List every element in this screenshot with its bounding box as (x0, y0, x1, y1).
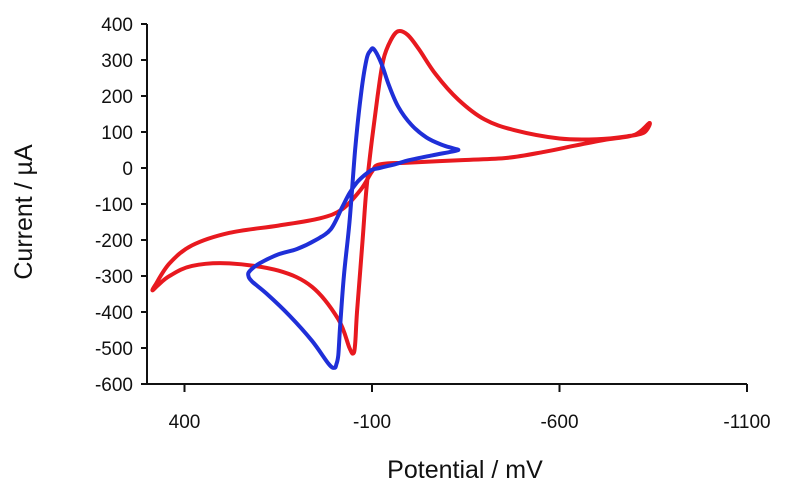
y-axis-title: Current / µA (10, 144, 38, 280)
y-tick-label: -300 (95, 267, 133, 288)
y-tick-label: -600 (95, 375, 133, 396)
y-tick-label: 300 (101, 51, 133, 72)
y-tick-label: -500 (95, 339, 133, 360)
y-tick-label: -200 (95, 231, 133, 252)
series-line-2 (246, 46, 461, 370)
x-tick-label: -600 (540, 412, 578, 433)
axes: 400 300 200 100 0 -100 -200 -300 -400 -500 -600 400… (95, 15, 771, 433)
y-tick-label: 0 (122, 159, 133, 180)
series-layer (150, 28, 652, 370)
x-tick-label: -1100 (723, 412, 770, 433)
y-tick-label: 200 (101, 87, 133, 108)
x-tick-label: 400 (169, 412, 201, 433)
x-tick-label: -100 (353, 412, 391, 433)
y-tick-label: 400 (101, 15, 133, 36)
series-line-1 (150, 28, 652, 356)
y-tick-label: -400 (95, 303, 133, 324)
y-tick-label: 100 (101, 123, 133, 144)
x-axis-title: Potential / mV (387, 456, 543, 484)
y-tick-label: -100 (95, 195, 133, 216)
